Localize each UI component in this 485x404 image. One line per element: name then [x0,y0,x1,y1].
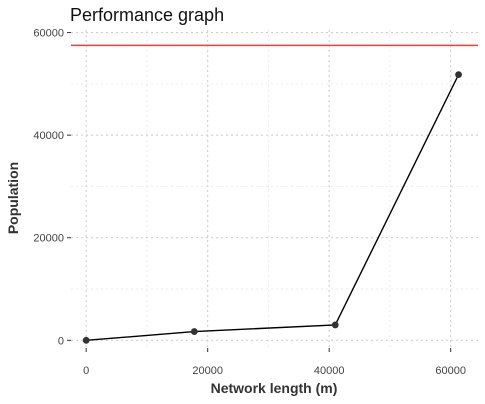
y-axis: 0 20000 40000 60000 [33,28,71,347]
y-tick-label: 60000 [33,28,64,40]
y-tick-label: 40000 [33,130,64,142]
y-axis-title: Population [5,162,21,234]
y-tick-label: 0 [58,335,64,347]
data-point [331,321,339,329]
y-tick-label: 20000 [33,233,64,245]
data-point [190,328,198,335]
x-axis: 0 20000 40000 60000 [83,348,466,377]
grid [71,30,478,348]
series-line [86,74,460,342]
x-tick-label: 60000 [435,365,466,377]
chart-title: Performance graph [70,5,224,25]
x-axis-title: Network length (m) [211,380,338,396]
x-tick-label: 40000 [314,365,345,377]
x-tick-label: 20000 [192,365,223,377]
x-tick-label: 0 [83,365,89,377]
data-points [82,71,462,344]
data-point [82,336,90,344]
data-point [455,71,462,79]
